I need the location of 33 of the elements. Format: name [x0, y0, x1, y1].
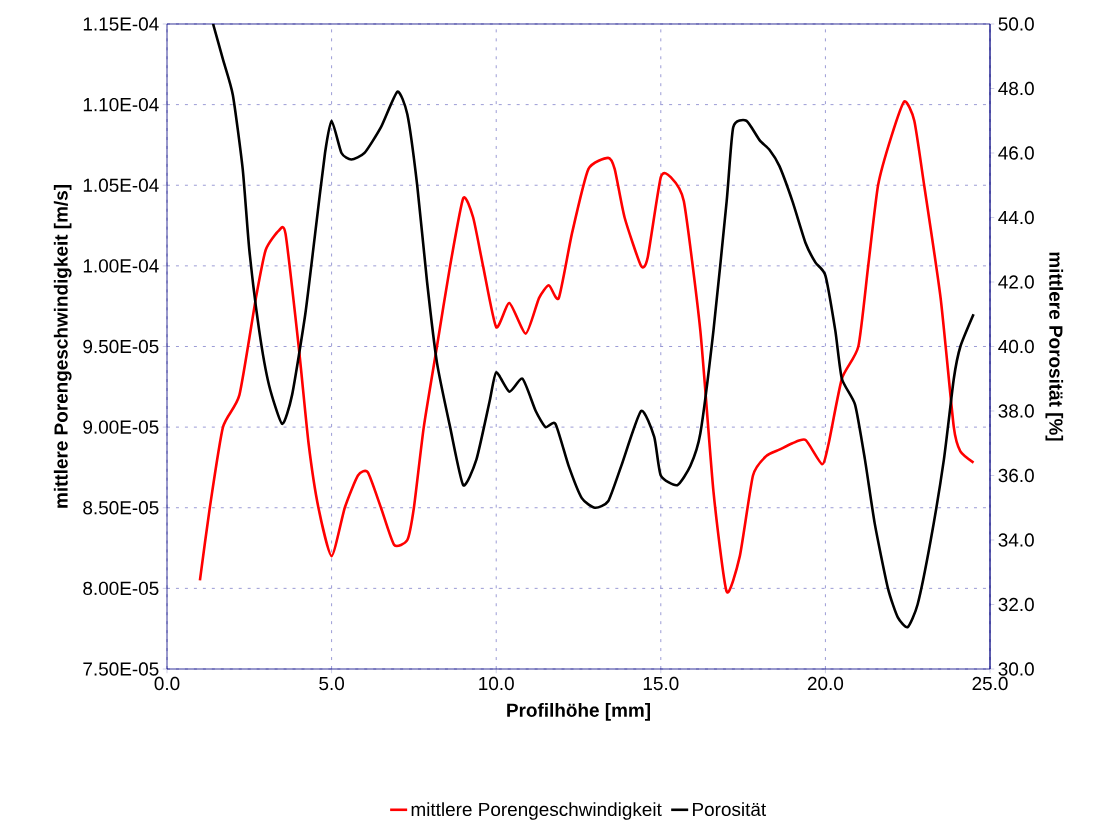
y2-tick-label: 36.0 [998, 468, 1034, 483]
y-tick-label: 1.10E-04 [83, 97, 159, 112]
y2-tick-label: 38.0 [998, 404, 1034, 418]
y-tick-label: 1.05E-04 [83, 178, 159, 192]
y2-tick-label: 46.0 [998, 146, 1034, 160]
line-series [198, 100, 975, 594]
y-axis-title: mittlere Porengeschwindigkeit [m/s] [53, 185, 72, 508]
y-tick-label: 9.00E-05 [83, 420, 159, 434]
legend-label: Porosität [693, 802, 767, 817]
x-tick-label: 15.0 [643, 676, 679, 691]
y2-tick-label: 30.0 [998, 662, 1034, 676]
y-tick-label: 8.00E-05 [83, 581, 159, 596]
x-tick-label: 25.0 [972, 676, 1008, 691]
x-tick-label: 20.0 [807, 676, 844, 691]
line-series [211, 23, 975, 629]
y2-tick-label: 40.0 [998, 339, 1034, 354]
x-tick-label: 0.0 [154, 676, 180, 691]
y2-tick-label: 32.0 [998, 597, 1034, 612]
y2-axis-title: mittlere Porosität [%] [1045, 252, 1064, 441]
y2-tick-label: 34.0 [998, 533, 1034, 547]
y2-tick-label: 48.0 [998, 81, 1034, 96]
y-tick-label: 8.50E-05 [83, 501, 159, 515]
x-tick-label: 5.0 [319, 676, 345, 691]
y-tick-label: 1.15E-04 [83, 17, 159, 31]
y-tick-label: 7.50E-05 [83, 662, 159, 676]
y2-tick-label: 50.0 [998, 17, 1034, 31]
y-tick-label: 9.50E-05 [83, 339, 159, 354]
y2-tick-label: 42.0 [998, 275, 1034, 289]
y-tick-label: 1.00E-04 [83, 259, 159, 273]
legend-label: mittlere Porengeschwindigkeit [411, 802, 662, 820]
y2-tick-label: 44.0 [998, 210, 1034, 225]
x-tick-label: 10.0 [479, 676, 514, 691]
x-axis-title: Profilhöhe [mm] [507, 703, 650, 721]
